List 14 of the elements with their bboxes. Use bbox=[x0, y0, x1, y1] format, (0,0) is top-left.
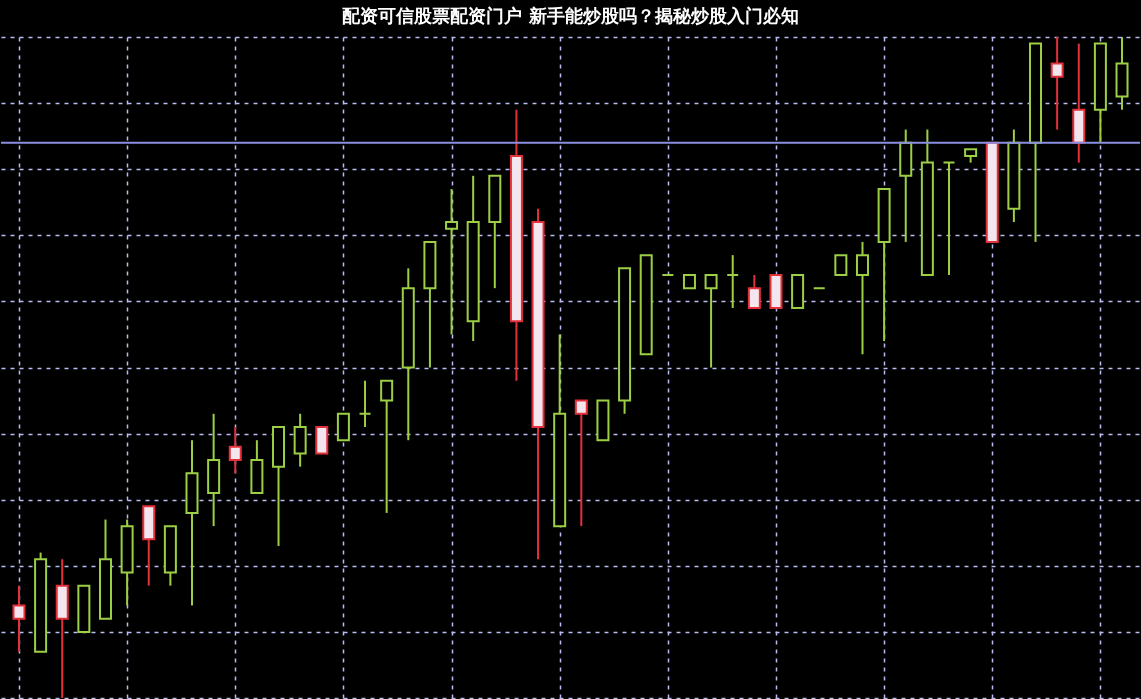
candlestick bbox=[358, 379, 372, 428]
candlestick bbox=[1050, 36, 1064, 131]
candlestick bbox=[12, 584, 26, 653]
candlestick bbox=[380, 379, 394, 514]
candlestick bbox=[834, 254, 848, 276]
candlestick bbox=[942, 161, 956, 276]
candlestick bbox=[228, 425, 242, 475]
candlestick bbox=[747, 273, 761, 310]
candlestick bbox=[726, 254, 740, 310]
chart-title: 配资可信股票配资门户 新手能炒股吗？揭秘炒股入门必知 bbox=[342, 5, 799, 26]
candlestick bbox=[855, 240, 869, 356]
candlestick bbox=[445, 188, 459, 336]
candlestick bbox=[704, 273, 718, 369]
candlestick bbox=[574, 399, 588, 528]
